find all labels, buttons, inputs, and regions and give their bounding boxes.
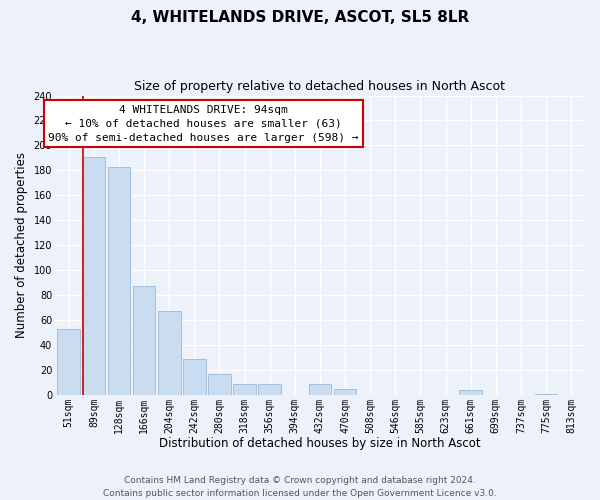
Text: 4, WHITELANDS DRIVE, ASCOT, SL5 8LR: 4, WHITELANDS DRIVE, ASCOT, SL5 8LR xyxy=(131,10,469,25)
Bar xyxy=(183,358,206,395)
Bar xyxy=(460,390,482,395)
Bar xyxy=(158,312,181,395)
Y-axis label: Number of detached properties: Number of detached properties xyxy=(15,152,28,338)
Bar xyxy=(233,384,256,395)
Title: Size of property relative to detached houses in North Ascot: Size of property relative to detached ho… xyxy=(134,80,505,93)
Bar xyxy=(535,394,557,395)
X-axis label: Distribution of detached houses by size in North Ascot: Distribution of detached houses by size … xyxy=(159,437,481,450)
Bar xyxy=(308,384,331,395)
Bar xyxy=(208,374,231,395)
Bar xyxy=(83,156,105,395)
Bar xyxy=(58,328,80,395)
Bar xyxy=(108,166,130,395)
Bar xyxy=(133,286,155,395)
Text: 4 WHITELANDS DRIVE: 94sqm
← 10% of detached houses are smaller (63)
90% of semi-: 4 WHITELANDS DRIVE: 94sqm ← 10% of detac… xyxy=(48,104,359,142)
Text: Contains HM Land Registry data © Crown copyright and database right 2024.
Contai: Contains HM Land Registry data © Crown c… xyxy=(103,476,497,498)
Bar xyxy=(259,384,281,395)
Bar xyxy=(334,388,356,395)
